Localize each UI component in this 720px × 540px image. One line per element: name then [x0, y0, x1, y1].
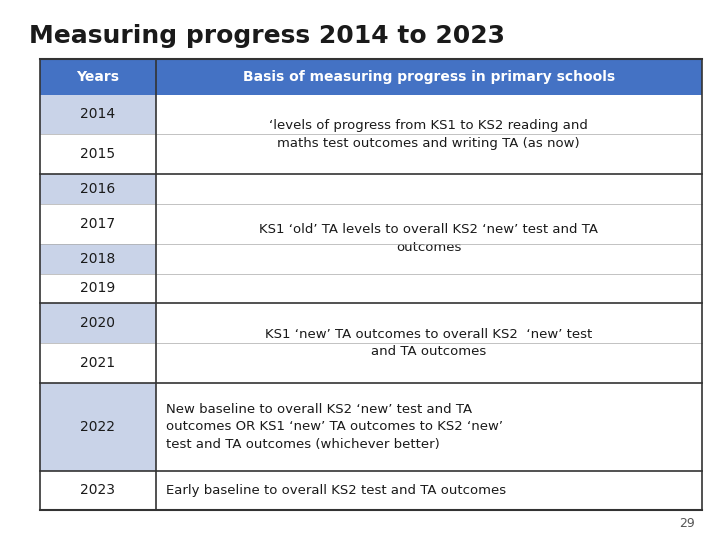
Text: 29: 29	[679, 517, 695, 530]
Text: 2015: 2015	[80, 147, 115, 161]
Text: Measuring progress 2014 to 2023: Measuring progress 2014 to 2023	[29, 24, 505, 48]
Text: Early baseline to overall KS2 test and TA outcomes: Early baseline to overall KS2 test and T…	[166, 484, 506, 497]
Text: 2019: 2019	[80, 281, 115, 295]
Text: 2017: 2017	[80, 217, 115, 231]
Text: 2020: 2020	[80, 316, 115, 330]
Text: New baseline to overall KS2 ‘new’ test and TA
outcomes OR KS1 ‘new’ TA outcomes : New baseline to overall KS2 ‘new’ test a…	[166, 403, 503, 451]
Text: 2018: 2018	[80, 252, 115, 266]
Text: 2021: 2021	[80, 356, 115, 370]
Text: Years: Years	[76, 70, 119, 84]
Text: 2014: 2014	[80, 107, 115, 122]
Text: 2016: 2016	[80, 182, 115, 196]
Text: 2022: 2022	[80, 420, 115, 434]
Text: 2023: 2023	[80, 483, 115, 497]
Text: KS1 ‘new’ TA outcomes to overall KS2  ‘new’ test
and TA outcomes: KS1 ‘new’ TA outcomes to overall KS2 ‘ne…	[265, 328, 593, 359]
Text: ‘levels of progress from KS1 to KS2 reading and
maths test outcomes and writing : ‘levels of progress from KS1 to KS2 read…	[269, 119, 588, 150]
Text: KS1 ‘old’ TA levels to overall KS2 ‘new’ test and TA
outcomes: KS1 ‘old’ TA levels to overall KS2 ‘new’…	[259, 224, 598, 254]
Text: Basis of measuring progress in primary schools: Basis of measuring progress in primary s…	[243, 70, 615, 84]
